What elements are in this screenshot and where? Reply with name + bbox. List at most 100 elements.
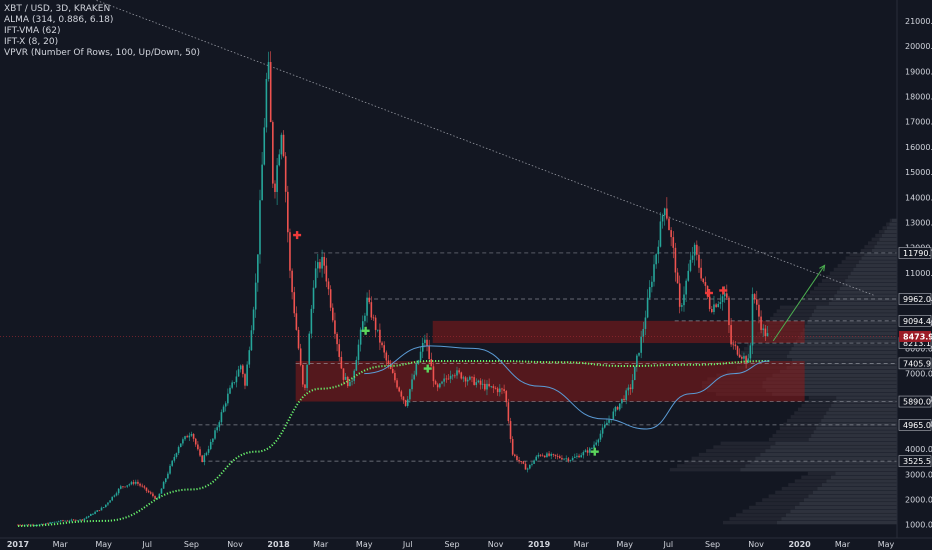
time-tick-label: Mar	[835, 540, 851, 549]
candle	[299, 343, 302, 367]
volume-profile-bar	[775, 441, 897, 445]
candle	[104, 504, 107, 508]
candle	[644, 310, 647, 336]
volume-profile-bar	[786, 513, 897, 517]
candle	[524, 461, 527, 470]
candle	[291, 268, 293, 300]
time-tick-label: Jul	[141, 540, 152, 549]
candle	[621, 398, 623, 409]
candle	[638, 352, 640, 357]
candle	[411, 373, 413, 392]
candle	[612, 408, 615, 420]
candle	[415, 360, 418, 377]
candle	[539, 454, 542, 457]
candle	[119, 484, 122, 490]
candle	[376, 329, 379, 333]
price-level-label: 11790.1	[898, 247, 932, 259]
volume-profile-bar	[691, 456, 756, 461]
candle	[282, 130, 285, 158]
candle	[424, 334, 426, 348]
candle	[571, 456, 574, 461]
indicator-ift-x[interactable]: IFT-X (8, 20)	[4, 37, 59, 47]
candle	[554, 454, 557, 459]
candle	[623, 395, 625, 402]
candle	[205, 451, 208, 457]
volume-profile-bar	[836, 396, 897, 400]
price-tick-label: 2000.0	[905, 496, 932, 505]
volume-profile-bar	[811, 313, 897, 317]
time-axis[interactable]: 2017 Mar May Jul Sep Nov 2018 Mar May Jul Sep Nov 20…	[7, 540, 895, 549]
candle	[98, 510, 101, 512]
volume-profile-bar	[798, 335, 897, 340]
candle	[327, 278, 330, 296]
candle	[400, 389, 403, 400]
candle	[672, 231, 675, 259]
candle	[550, 452, 553, 460]
volume-profile-bar	[817, 282, 843, 287]
price-tick-label: 21000.0	[905, 17, 932, 26]
candle	[323, 253, 326, 274]
candle	[192, 433, 195, 442]
volume-profile-bar	[779, 305, 817, 309]
candle	[231, 380, 233, 390]
candle	[312, 280, 315, 314]
volume-profile-bar	[810, 290, 837, 294]
candle	[496, 386, 499, 396]
volume-profile-bar	[798, 301, 829, 306]
candle	[53, 521, 56, 523]
volume-profile-bar	[874, 245, 897, 249]
volume-profile-bar	[781, 486, 818, 491]
candle	[117, 488, 120, 496]
candle	[109, 500, 111, 503]
price-axis[interactable]: 1000.02000.03000.04000.05000.06000.07000…	[905, 17, 932, 530]
volume-profile-bar	[808, 437, 897, 442]
candle	[738, 348, 741, 358]
volume-profile-bar	[740, 350, 790, 355]
svg-text:5890.0: 5890.0	[903, 398, 931, 407]
volume-profile-bar	[762, 381, 897, 385]
candle	[173, 453, 176, 463]
candle	[364, 312, 366, 326]
candle	[92, 513, 94, 515]
indicator-vpvr[interactable]: VPVR (Number Of Rows, 100, Up/Down, 50)	[4, 48, 201, 58]
candle	[417, 359, 420, 365]
candle	[743, 352, 745, 363]
volume-profile-bar	[776, 309, 814, 313]
volume-profile-bar	[878, 230, 885, 234]
candle	[668, 216, 670, 231]
projection-arrow[interactable]	[772, 264, 826, 342]
candle	[175, 452, 178, 459]
candle	[616, 405, 619, 411]
candle	[595, 439, 597, 447]
candle	[599, 430, 602, 442]
candle	[541, 453, 544, 457]
indicator-alma[interactable]: ALMA (314, 0.886, 6.18)	[4, 15, 114, 25]
volume-profile-bar	[779, 369, 897, 374]
candle	[171, 460, 173, 467]
candle	[404, 399, 407, 407]
candle	[469, 375, 471, 381]
price-level-labels: 11790.1 9962.0 9094.4 8213.1 7405.9 5890.0 496…	[898, 247, 932, 467]
candle	[34, 524, 36, 527]
candle	[338, 339, 341, 362]
candle	[719, 294, 722, 309]
candle	[751, 287, 754, 355]
candle	[194, 437, 197, 447]
volume-profile-bar	[808, 396, 837, 400]
volume-profile-bar	[789, 350, 897, 355]
candle	[154, 495, 156, 500]
symbol-title[interactable]: XBT / USD, 3D, KRAKEN	[4, 4, 111, 14]
candle	[454, 373, 456, 379]
candle	[190, 431, 193, 437]
candle	[501, 387, 503, 395]
volume-profile-bar	[805, 324, 897, 328]
indicator-ift-vma[interactable]: IFT-VMA (62)	[4, 26, 61, 36]
volume-profile-bar	[684, 460, 751, 464]
buy-signal-marker	[423, 364, 432, 373]
trendline[interactable]	[18, 0, 875, 296]
candle	[132, 479, 135, 486]
candle	[477, 379, 480, 384]
candle	[310, 305, 313, 339]
